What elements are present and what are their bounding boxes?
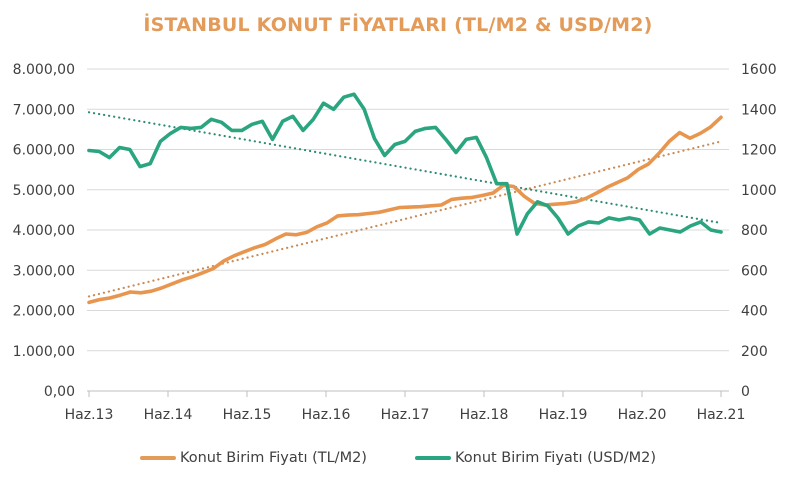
legend: Konut Birim Fiyatı (TL/M2) Konut Birim F… <box>0 450 796 466</box>
series-lines <box>87 92 723 305</box>
y-right-tick-label: 600 <box>741 263 768 279</box>
x-tick-label: Haz.20 <box>618 407 667 423</box>
x-tick-label: Haz.17 <box>381 407 430 423</box>
y-left-tick-label: 1.000,00 <box>13 344 75 360</box>
x-tick-label: Haz.16 <box>302 407 351 423</box>
y-left-tick-label: 2.000,00 <box>13 304 75 320</box>
y-left-tick-label: 6.000,00 <box>13 143 75 159</box>
x-tick-label: Haz.18 <box>460 407 509 423</box>
legend-item-usd: Konut Birim Fiyatı (USD/M2) <box>414 450 657 466</box>
x-tick-label: Haz.15 <box>223 407 272 423</box>
y-left-tick-label: 8.000,00 <box>13 62 75 78</box>
x-tick-label: Haz.14 <box>144 407 193 423</box>
y-left-tick-label: 3.000,00 <box>13 263 75 279</box>
x-tick-label: Haz.19 <box>539 407 588 423</box>
gridlines <box>87 68 729 392</box>
y-left-tick-label: 4.000,00 <box>13 223 75 239</box>
y-right-tick-label: 0 <box>741 384 750 400</box>
legend-label-usd: Konut Birim Fiyatı (USD/M2) <box>454 450 657 466</box>
legend-swatch-usd <box>414 456 451 460</box>
y-right-tick-label: 200 <box>741 344 768 360</box>
trendlines <box>87 111 723 298</box>
y-left-tick-label: 0,00 <box>44 384 75 400</box>
trendline <box>87 111 723 225</box>
x-axis-ticks: Haz.13 Haz.14 Haz.15 Haz.16 Haz.17 Haz.18 Haz.… <box>65 391 746 423</box>
legend-item-tl: Konut Birim Fiyatı (TL/M2) <box>139 450 367 466</box>
y-left-tick-label: 7.000,00 <box>13 102 75 118</box>
y-right-tick-label: 1000 <box>741 183 777 199</box>
legend-swatch-tl <box>139 456 176 460</box>
trendline <box>87 140 723 298</box>
y-right-tick-label: 400 <box>741 304 768 320</box>
y-right-tick-label: 1600 <box>741 62 777 78</box>
y-right-tick-label: 1400 <box>741 102 777 118</box>
x-tick-label: Haz.21 <box>697 407 746 423</box>
y-left-tick-label: 5.000,00 <box>13 183 75 199</box>
x-tick-label: Haz.13 <box>65 407 114 423</box>
y-axis-left-ticks: 0,00 1.000,00 2.000,00 3.000,00 4.000,00 5.00… <box>13 62 75 400</box>
y-right-tick-label: 800 <box>741 223 768 239</box>
y-right-tick-label: 1200 <box>741 143 777 159</box>
series-line <box>87 115 723 305</box>
series-line <box>87 92 723 236</box>
chart-title: İSTANBUL KONUT FİYATLARI (TL/M2 & USD/M2… <box>143 14 653 36</box>
legend-label-tl: Konut Birim Fiyatı (TL/M2) <box>179 450 367 466</box>
y-axis-right-ticks: 0 200 400 600 800 1000 1200 1400 1600 <box>741 62 777 400</box>
